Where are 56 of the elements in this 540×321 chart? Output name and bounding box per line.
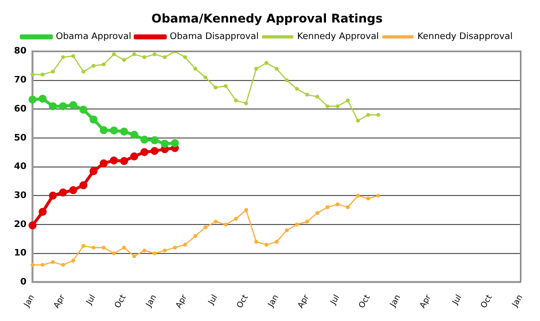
point bbox=[130, 130, 138, 139]
point bbox=[90, 115, 98, 124]
y-tick-label: 40 bbox=[14, 162, 27, 172]
point bbox=[140, 136, 148, 144]
point bbox=[110, 126, 118, 134]
x-tick-label: Oct bbox=[112, 293, 128, 310]
point bbox=[79, 181, 88, 190]
point bbox=[69, 101, 78, 110]
point bbox=[90, 167, 98, 176]
point bbox=[59, 188, 68, 196]
point bbox=[160, 145, 169, 154]
legend-label: Obama Disapproval bbox=[170, 32, 259, 42]
x-tick-label: Jan bbox=[144, 293, 158, 310]
point bbox=[160, 140, 169, 148]
y-tick-label: 70 bbox=[14, 76, 27, 86]
chart-title: Obama/Kennedy Approval Ratings bbox=[151, 11, 383, 26]
legend-label: Kennedy Disapproval bbox=[417, 32, 513, 42]
y-tick-label: 0 bbox=[20, 278, 27, 288]
point bbox=[150, 146, 159, 155]
y-tick-label: 50 bbox=[14, 133, 27, 144]
y-tick-label: 60 bbox=[14, 104, 27, 114]
point bbox=[100, 126, 108, 134]
point bbox=[48, 192, 57, 200]
x-tick-label: Jul bbox=[450, 293, 464, 307]
y-tick-label: 30 bbox=[14, 191, 27, 202]
point bbox=[150, 136, 159, 144]
point bbox=[170, 139, 179, 148]
point bbox=[110, 156, 118, 164]
legend-label: Obama Approval bbox=[56, 32, 132, 42]
x-tick-label: Jul bbox=[328, 293, 342, 307]
point bbox=[120, 157, 128, 166]
point bbox=[130, 152, 138, 160]
x-tick-label: Jul bbox=[84, 293, 98, 307]
x-tick-label: Jan bbox=[510, 293, 524, 310]
point bbox=[140, 148, 148, 156]
point bbox=[59, 102, 68, 110]
x-tick-label: Oct bbox=[478, 293, 494, 310]
point bbox=[28, 221, 37, 230]
point bbox=[69, 186, 78, 194]
x-tick-label: Oct bbox=[234, 293, 250, 310]
point bbox=[38, 208, 47, 216]
point bbox=[28, 96, 37, 104]
x-tick-label: Jan bbox=[388, 293, 402, 310]
legend-label: Kennedy Approval bbox=[297, 32, 379, 42]
point bbox=[79, 106, 88, 114]
y-tick-label: 20 bbox=[14, 220, 27, 230]
x-tick-label: Jan bbox=[266, 293, 280, 310]
point bbox=[120, 128, 128, 136]
point bbox=[100, 159, 108, 168]
x-tick-label: Jan bbox=[22, 293, 36, 310]
point bbox=[38, 94, 47, 103]
x-tick-label: Jul bbox=[206, 293, 220, 307]
y-tick-label: 10 bbox=[14, 248, 27, 259]
point bbox=[48, 102, 57, 110]
x-tick-label: Oct bbox=[356, 293, 372, 310]
y-tick-label: 80 bbox=[14, 46, 27, 57]
